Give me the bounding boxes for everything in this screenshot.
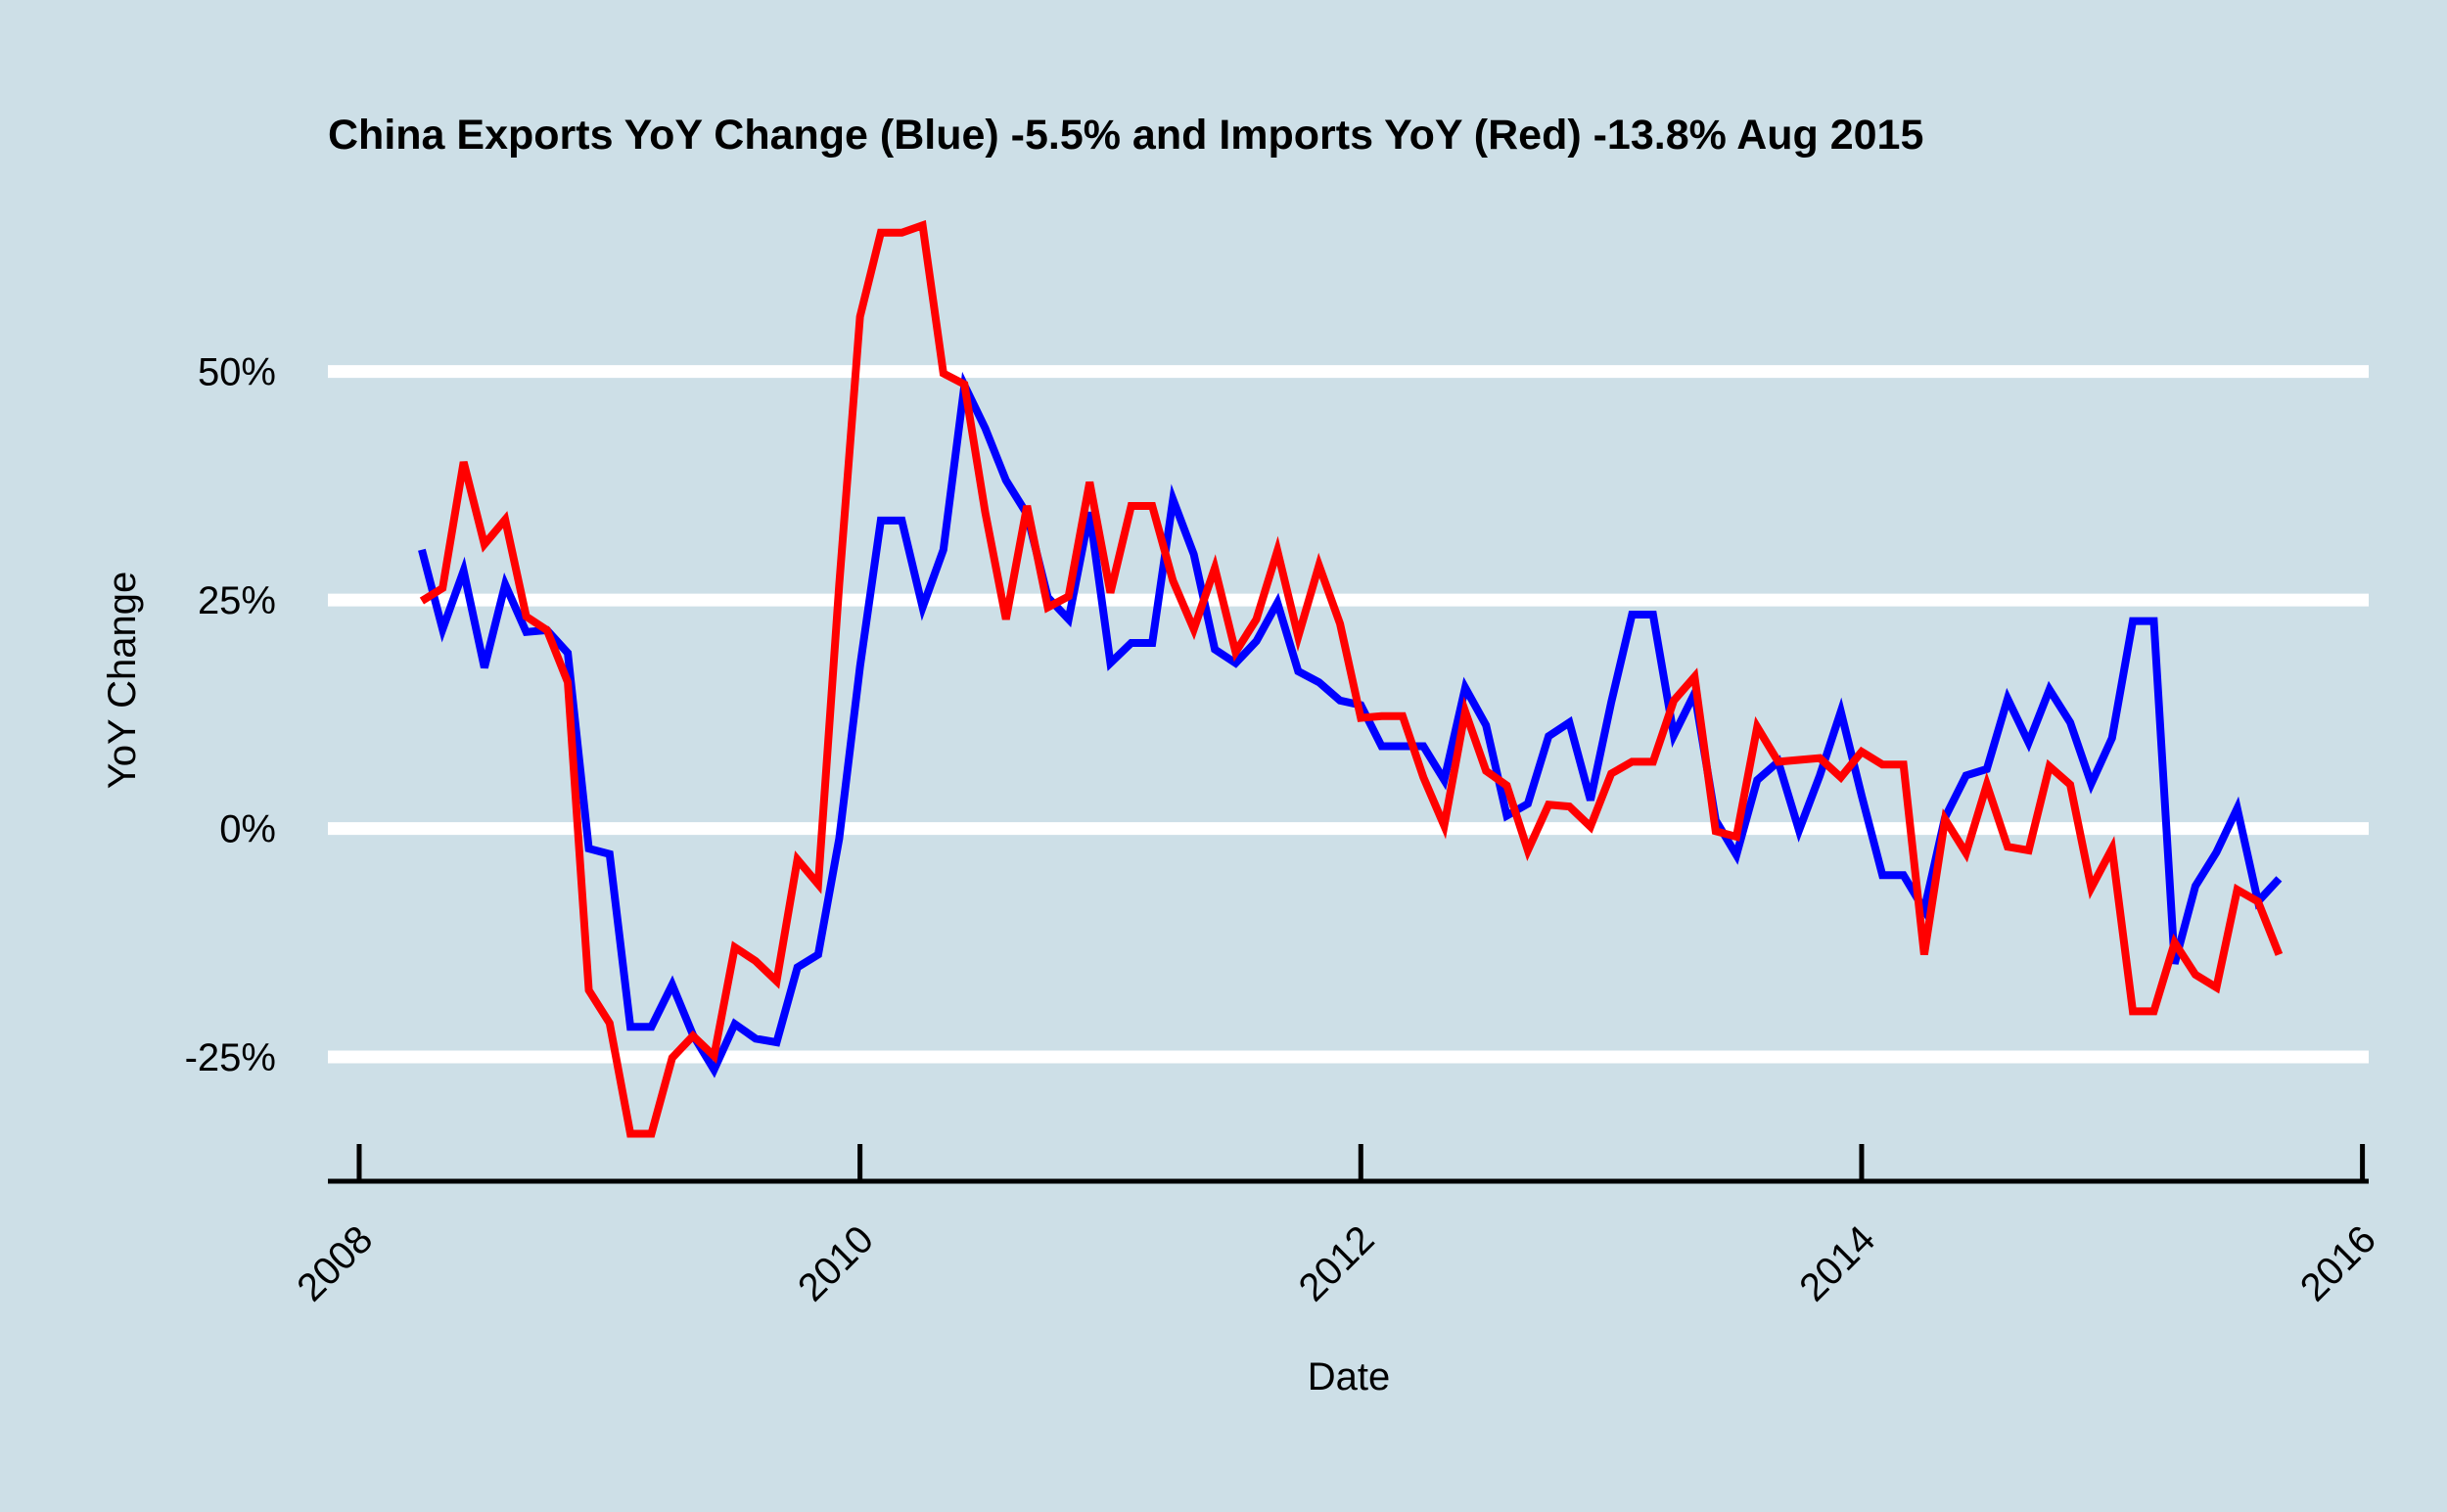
- series-line: [419, 219, 2284, 1138]
- series-line: [418, 371, 2283, 1078]
- chart-title: China Exports YoY Change (Blue) -5.5% an…: [328, 112, 1923, 159]
- y-tick-label: 25%: [198, 579, 276, 622]
- y-tick-label: 50%: [198, 351, 276, 394]
- y-tick-label: 0%: [219, 808, 276, 851]
- x-axis-label: Date: [1308, 1355, 1391, 1398]
- y-tick-label: -25%: [185, 1036, 276, 1079]
- y-axis-label: YoY Change: [101, 572, 144, 789]
